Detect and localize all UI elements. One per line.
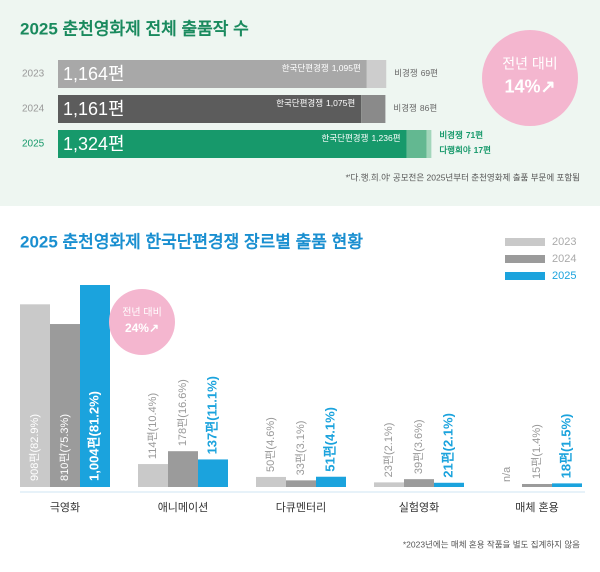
badge-value: 24%↗ <box>125 321 159 335</box>
series-name: 한국단편경쟁 <box>276 98 323 108</box>
x-tick-label: 매체 혼용 <box>515 501 559 514</box>
value-label: 21편(2.1%) <box>440 413 455 478</box>
value-label: 137편(11.1%) <box>204 376 219 454</box>
series-name: 비경쟁 <box>439 130 463 140</box>
series-name: 비경쟁 <box>394 68 417 78</box>
segment-label: 한국단편경쟁 1,095편 <box>282 63 361 73</box>
value-label: 15편(1.4%) <box>530 424 543 479</box>
badge-label: 전년 대비 <box>122 306 162 318</box>
bar <box>374 482 404 487</box>
value-label: 114편(10.4%) <box>146 393 159 459</box>
bar-segment <box>406 130 427 158</box>
segment-label: 한국단편경쟁 1,236편 <box>322 133 401 143</box>
legend-swatch <box>505 272 545 280</box>
value-label: 23편(2.1%) <box>382 423 395 478</box>
bar <box>168 451 198 487</box>
segment-value: 17편 <box>474 145 491 155</box>
series-name: 한국단편경쟁 <box>322 133 369 143</box>
bar-segment <box>361 95 386 123</box>
series-name: 비경쟁 <box>393 103 416 113</box>
badge <box>482 30 578 126</box>
chart-title: 2025 춘천영화제 전체 출품작 수 <box>20 19 249 38</box>
segment-value: 1,095편 <box>332 63 361 73</box>
legend-label: 2025 <box>552 270 576 282</box>
x-tick-label: 극영화 <box>50 501 80 514</box>
segment-label: 비경쟁 86편 <box>393 103 437 113</box>
value-label: 33편(3.1%) <box>294 421 307 476</box>
x-tick-label: 실험영화 <box>399 501 439 514</box>
segment-value: 86편 <box>420 103 437 113</box>
value-label: 810편(75.3%) <box>58 414 71 481</box>
value-label: 1,004편(81.2%) <box>86 391 101 481</box>
value-label: 178편(16.6%) <box>176 379 189 446</box>
badge-label: 전년 대비 <box>502 55 557 71</box>
value-label: 50편(4.6%) <box>264 417 277 472</box>
bar <box>138 464 168 487</box>
segment-label: 비경쟁 71편 <box>439 130 483 140</box>
legend-swatch <box>505 238 545 246</box>
badge <box>109 289 175 355</box>
row-label: 2023 <box>22 69 45 80</box>
legend-label: 2024 <box>552 253 576 265</box>
bar <box>286 480 316 487</box>
note: *'다.행.희.야' 공모전은 2025년부터 춘천영화제 출품 부문에 포함됨 <box>346 172 580 182</box>
value-label: 39편(3.6%) <box>412 419 425 474</box>
legend-swatch <box>505 255 545 263</box>
series-name: 한국단편경쟁 <box>282 63 329 73</box>
bar <box>522 483 552 487</box>
bar <box>434 482 464 487</box>
total-label: 1,324편 <box>63 134 125 154</box>
total-label: 1,161편 <box>63 99 125 119</box>
segment-label: 한국단편경쟁 1,075편 <box>276 98 355 108</box>
series-name: 다행희야 <box>439 145 470 155</box>
segment-value: 1,075편 <box>326 98 355 108</box>
badge-value: 14%↗ <box>504 76 555 96</box>
row-label: 2025 <box>22 139 45 150</box>
value-label: 18편(1.5%) <box>558 414 573 479</box>
bar-segment <box>426 130 432 158</box>
bar <box>20 304 50 487</box>
segment-value: 71편 <box>466 130 483 140</box>
bar <box>552 483 582 487</box>
bar-segment <box>58 60 367 88</box>
bar <box>80 285 110 487</box>
bar-segment <box>58 130 407 158</box>
segment-label: 다행희야 17편 <box>439 145 491 155</box>
segment-value: 69편 <box>421 68 438 78</box>
bar-segment <box>58 95 362 123</box>
row-label: 2024 <box>22 104 45 115</box>
segment-label: 비경쟁 69편 <box>394 68 438 78</box>
value-label: 908편(82.9%) <box>28 414 41 481</box>
bar <box>50 324 80 487</box>
note: *2023년에는 매체 혼용 작품을 별도 집계하지 않음 <box>403 539 580 549</box>
chart-title: 2025 춘천영화제 한국단편경쟁 장르별 출품 현황 <box>20 232 363 251</box>
total-label: 1,164편 <box>63 64 125 84</box>
value-label: n/a <box>501 466 513 482</box>
bar <box>316 476 346 487</box>
value-label: 51편(4.1%) <box>322 407 337 472</box>
bar-segment <box>366 60 387 88</box>
bar <box>256 476 286 487</box>
bar <box>198 459 228 487</box>
bar <box>404 479 434 487</box>
x-tick-label: 애니메이션 <box>158 501 209 514</box>
legend-label: 2023 <box>552 236 576 248</box>
segment-value: 1,236편 <box>371 133 400 143</box>
x-tick-label: 다큐멘터리 <box>276 501 327 514</box>
